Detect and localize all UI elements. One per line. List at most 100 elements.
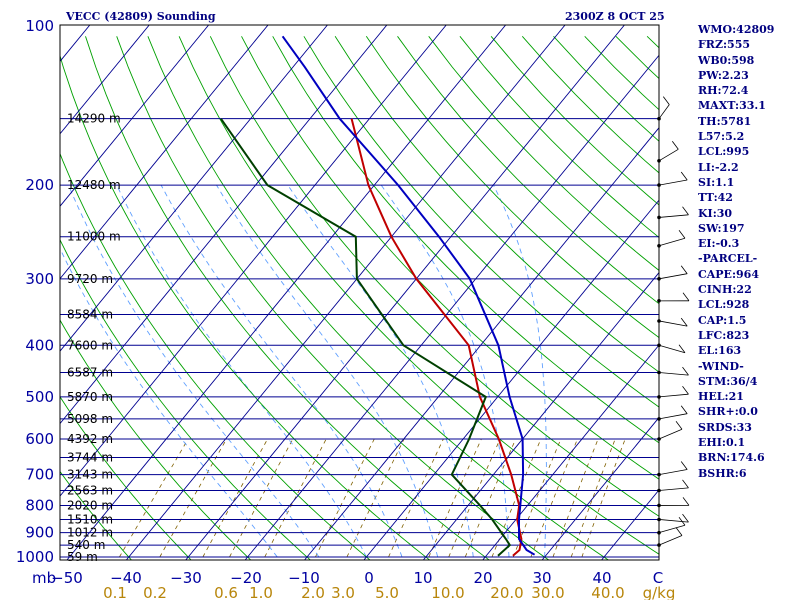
mixing-ratio-line [570, 438, 616, 558]
wind-barb [658, 535, 683, 546]
wind-barb-flag [678, 344, 686, 354]
wind-barb-flag [680, 461, 688, 470]
dry-adiabat [397, 36, 659, 305]
mixing-ratio-tick-label: 5.0 [375, 584, 399, 600]
index-item: CAPE:964 [698, 267, 759, 281]
index-item: EHI:0.1 [698, 436, 746, 450]
height-label: 2020 m [67, 498, 113, 512]
wind-barb [658, 237, 686, 247]
index-item: SI:1.1 [698, 175, 735, 189]
dry-adiabat [272, 36, 659, 444]
mixing-ratio-line [530, 438, 578, 558]
temperature-tick-label: 10 [413, 569, 432, 587]
pressure-tick-label: 100 [25, 17, 54, 35]
isotherm [422, 271, 659, 560]
dry-adiabat [60, 152, 371, 560]
dry-adiabat [209, 36, 659, 517]
index-item: -WIND- [698, 359, 744, 373]
mixing-ratio-tick-label: 0.6 [214, 584, 238, 600]
index-item: SW:197 [698, 221, 745, 235]
isotherm [185, 25, 625, 560]
dry-adiabat [365, 36, 659, 339]
height-label: 14290 m [67, 112, 121, 126]
mixing-ratio-tick-label: 30.0 [531, 584, 564, 600]
wind-barb-flag [682, 366, 689, 376]
index-item: LFC:823 [698, 328, 750, 342]
isotherm [482, 344, 659, 560]
wind-barb [658, 320, 688, 327]
index-item: L57:5.2 [698, 130, 745, 144]
index-item: FRZ:555 [698, 38, 751, 52]
dry-adiabat [60, 470, 133, 560]
isotherm [60, 25, 209, 207]
index-item: WB0:598 [698, 53, 755, 67]
mixing-ratio-tick-label: g/kg [643, 584, 676, 600]
temperature-tick-label: −30 [170, 569, 202, 587]
mixing-ratio-tick-label: 2.0 [301, 584, 325, 600]
wind-barb-flag [682, 292, 690, 302]
dry-adiabat [60, 395, 192, 560]
pressure-tick-label: 200 [25, 176, 54, 194]
pressure-tick-label: 400 [25, 336, 54, 354]
wind-barb-flag [680, 317, 688, 327]
isotherm [363, 199, 659, 560]
wind-barb-flag [680, 405, 688, 414]
temperature-tick-label: −10 [288, 569, 320, 587]
temperature-tick-label: −40 [110, 569, 142, 587]
chart-timestamp: 2300Z 8 OCT 25 [565, 10, 665, 23]
wind-barb [658, 519, 689, 523]
wind-barb [658, 413, 688, 420]
wind-barb [658, 524, 686, 534]
pressure-tick-label: 800 [25, 496, 54, 514]
height-label: 6587 m [67, 366, 113, 380]
index-item: HEL:21 [698, 390, 744, 404]
wind-barb [658, 372, 689, 376]
pressure-axis: 100 200 300 400 500 600 700 800 900 1000 [16, 17, 54, 566]
wind-barb-flag [682, 497, 690, 506]
mixing-ratio-tick-label: 0.1 [103, 584, 127, 600]
height-label: 1012 m [67, 526, 113, 540]
wind-barb-flag [680, 265, 688, 274]
wind-barb-flag [682, 513, 689, 523]
wind-barb [658, 179, 688, 186]
mixing-ratio-line [552, 438, 599, 558]
temperature-tick-label: −20 [230, 569, 262, 587]
index-item: WMO:42809 [698, 23, 775, 36]
wind-barb-flag [682, 206, 689, 216]
wind-barb-flag [680, 171, 688, 181]
index-item: RH:72.4 [698, 84, 749, 98]
temperature-tick-label: 30 [532, 569, 551, 587]
mixing-ratio-line [581, 438, 626, 558]
pressure-tick-label: 500 [25, 388, 54, 406]
wind-barb-flag [675, 421, 683, 430]
index-item: STM:36/4 [698, 374, 758, 388]
mixing-ratio-tick-label: 3.0 [331, 584, 355, 600]
pressure-tick-label: 300 [25, 270, 54, 288]
mixing-ratio-tick-label: 0.2 [143, 584, 167, 600]
dry-adiabat [60, 238, 311, 560]
height-label: 5870 m [67, 390, 113, 404]
index-item: BRN:174.6 [698, 451, 765, 465]
chart-title: VECC (42809) Sounding [65, 10, 216, 23]
isotherm [60, 25, 388, 425]
pressure-tick-label: 1000 [16, 548, 54, 566]
height-label: 3744 m [67, 450, 113, 464]
height-label: 12480 m [67, 178, 121, 192]
isotherm [60, 25, 150, 135]
wind-barb-flag [682, 385, 689, 395]
wind-barb-flag [678, 230, 686, 239]
dry-adiabat [116, 36, 550, 560]
pressure-unit-label: mb [32, 569, 56, 587]
temperature-profile [350, 118, 523, 557]
index-item: SHR+:0.0 [698, 405, 758, 419]
height-label: 8584 m [67, 307, 113, 321]
temperature-tick-label: −50 [51, 569, 83, 587]
index-item: EL:163 [698, 344, 742, 358]
moist-adiabat [116, 184, 367, 558]
isotherm [66, 25, 506, 560]
parcel-profile [281, 35, 536, 556]
dry-adiabat [178, 36, 659, 555]
wind-barb [658, 428, 683, 440]
